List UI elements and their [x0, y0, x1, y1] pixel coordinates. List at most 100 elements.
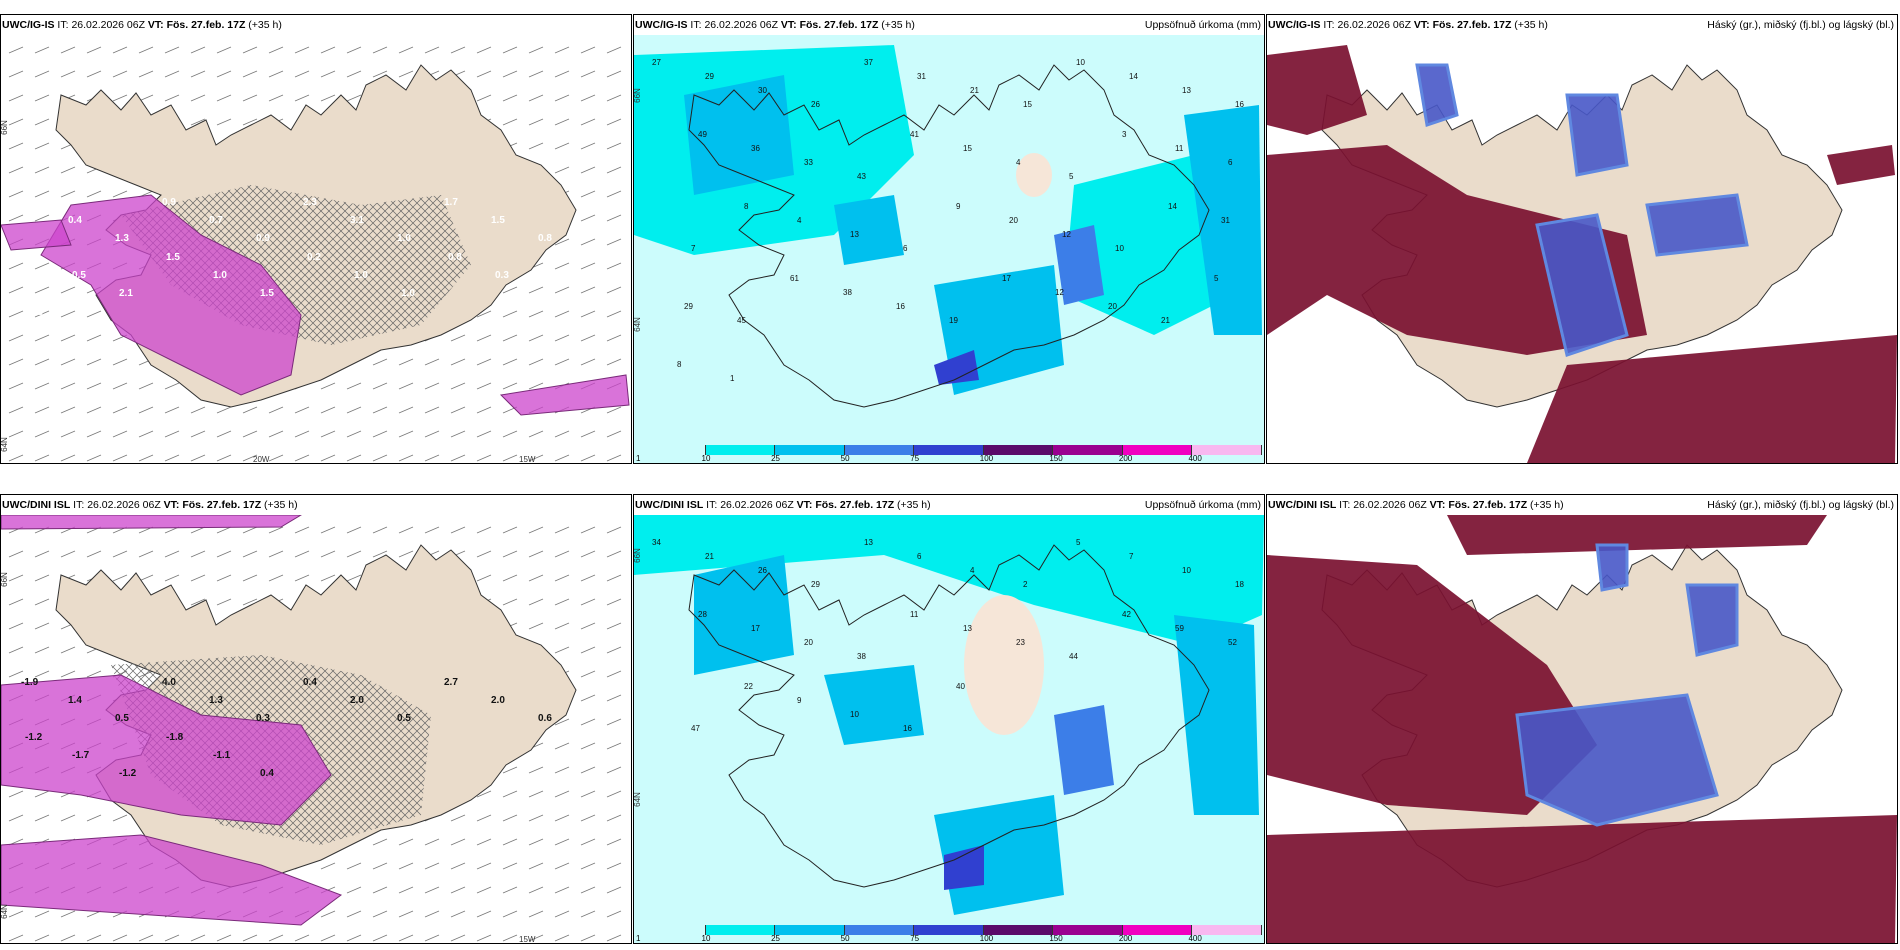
precip-label: 8: [744, 202, 749, 211]
wind-barb: [502, 574, 518, 582]
wind-barb: [528, 622, 544, 630]
colorbar-segment: [775, 445, 845, 455]
precip-label: 22: [744, 682, 753, 691]
precip-label: 3: [1122, 130, 1127, 139]
wind-barb: [216, 526, 232, 534]
wind-barb: [502, 814, 518, 822]
wind-barb: [580, 622, 596, 630]
wind-barb: [346, 94, 362, 102]
mid-cloud-area: [1645, 193, 1749, 257]
wind-barb: [86, 334, 102, 342]
precip-label: 21: [705, 552, 714, 561]
wind-barb: [528, 934, 544, 942]
panel-cloud-row1: UWC/IG-IS IT: 26.02.2026 06Z VT: Fös. 27…: [1266, 14, 1898, 464]
wind-barb: [34, 910, 50, 918]
precip-label: 37: [864, 58, 873, 67]
wind-barb: [242, 46, 258, 54]
wind-barb: [34, 622, 50, 630]
colorbar-segment: [1053, 445, 1123, 455]
colorbar-tick: 10: [701, 934, 711, 943]
colorbar-segment: [914, 925, 984, 935]
vt-label: VT:: [1429, 499, 1446, 511]
wind-barb: [450, 382, 466, 390]
wind-barb: [606, 694, 622, 702]
wind-barb: [112, 550, 128, 558]
wind-barb: [34, 94, 50, 102]
wind-barb: [554, 718, 570, 726]
wind-barb: [554, 46, 570, 54]
wind-barb: [424, 526, 440, 534]
wind-barb: [424, 430, 440, 438]
wind-barb: [190, 598, 206, 606]
wind-barb: [60, 46, 76, 54]
wind-barb: [398, 550, 414, 558]
wind-barb: [476, 574, 492, 582]
temp-label: 1.0: [213, 270, 227, 281]
wind-barb: [606, 862, 622, 870]
wind-barb: [190, 118, 206, 126]
wind-barb: [528, 790, 544, 798]
wind-barb: [398, 430, 414, 438]
wind-barb: [580, 118, 596, 126]
wind-barb: [8, 310, 24, 318]
model-name: UWC/DINI ISL: [2, 499, 71, 511]
wind-barb: [112, 46, 128, 54]
wind-barb: [86, 310, 102, 318]
wind-barb: [86, 934, 102, 942]
wind-barb: [60, 406, 76, 414]
wind-barb: [112, 574, 128, 582]
wind-barb: [580, 598, 596, 606]
wind-barb: [528, 814, 544, 822]
precip-label: 13: [963, 624, 972, 633]
model-name: UWC/IG-IS: [635, 19, 688, 31]
precip-map: 34 21 26 29 13 6 4 2 5 7 10 18 28 17 20 38 11 13 23 44 42 59 5…: [634, 515, 1264, 943]
wind-barb: [346, 70, 362, 78]
wind-barb: [606, 262, 622, 270]
wind-barb: [8, 454, 24, 462]
precip-label: 28: [698, 610, 707, 619]
wind-barb: [60, 70, 76, 78]
wind-barb: [60, 334, 76, 342]
wind-barb: [606, 910, 622, 918]
valid-time: Fös. 27.feb. 17Z: [815, 499, 895, 511]
wind-barb: [34, 70, 50, 78]
temp-label: 2.7: [444, 677, 458, 688]
wind-barb: [86, 358, 102, 366]
it-label: IT:: [73, 499, 85, 511]
colorbar-tick: 150: [1049, 934, 1063, 943]
wind-barb: [8, 166, 24, 174]
wind-barb: [8, 406, 24, 414]
wind-barb: [554, 238, 570, 246]
precip-label: 47: [691, 724, 700, 733]
wind-barb: [476, 406, 492, 414]
wind-barb: [320, 46, 336, 54]
wind-barb: [346, 526, 362, 534]
precip-label: 2: [1023, 580, 1028, 589]
temp-label: 0.8: [538, 233, 552, 244]
temp-label: 1.0: [354, 270, 368, 281]
panel-precip-row2: UWC/DINI ISL IT: 26.02.2026 06Z VT: Fös.…: [633, 494, 1265, 944]
wind-barb: [320, 574, 336, 582]
wind-barb: [502, 934, 518, 942]
wind-barb: [294, 550, 310, 558]
wind-barb: [320, 406, 336, 414]
wind-barb: [34, 550, 50, 558]
wind-barb: [580, 214, 596, 222]
wind-barb: [606, 406, 622, 414]
wind-barb: [476, 934, 492, 942]
wind-barb: [398, 862, 414, 870]
temp-label: 0.4: [260, 768, 274, 779]
wind-barb: [294, 406, 310, 414]
it-label: IT:: [1339, 499, 1351, 511]
colorbar-tick: 400: [1188, 454, 1202, 463]
valid-time: Fös. 27.feb. 17Z: [182, 499, 262, 511]
wind-barb: [606, 550, 622, 558]
wind-barb: [164, 46, 180, 54]
precip-label: 29: [705, 72, 714, 81]
wind-barb: [60, 286, 76, 294]
precip-label: 5: [1076, 538, 1081, 547]
wind-barb: [554, 574, 570, 582]
wind-barb: [398, 46, 414, 54]
wind-barb: [34, 406, 50, 414]
wind-barb: [216, 550, 232, 558]
